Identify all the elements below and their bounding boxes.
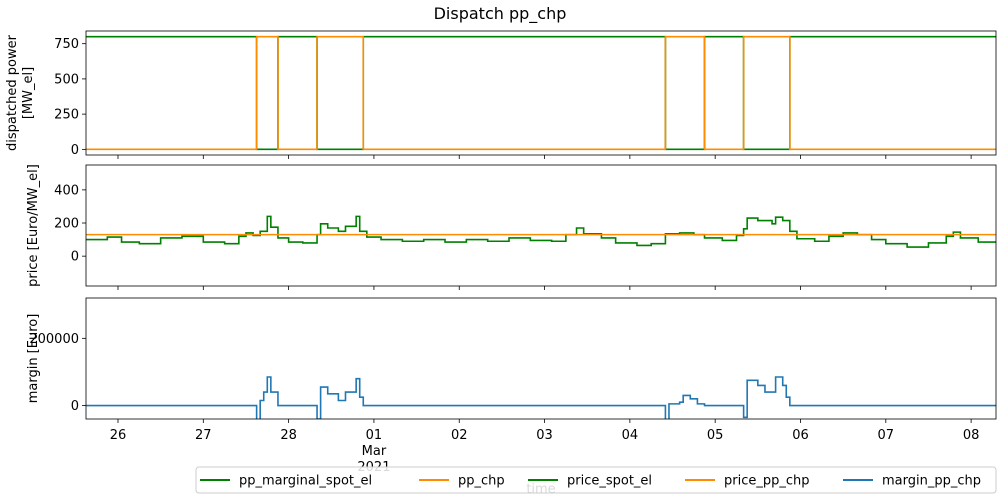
y-tick-label: 0 xyxy=(71,399,79,414)
series-line-pp-marginal-spot-el xyxy=(86,35,996,151)
chart-panels: 0 250 500 750 dispatched power [MW_el] 0 200 400… xyxy=(5,30,997,423)
y-axis-label: [MW_el] xyxy=(21,67,36,119)
x-tick-label: 27 xyxy=(195,428,212,443)
x-tick-label: 03 xyxy=(536,428,553,443)
y-axis-label: margin [Euro] xyxy=(26,314,41,404)
x-tick-label: 04 xyxy=(622,428,639,443)
x-tick-label: 28 xyxy=(280,428,297,443)
series-line-pp-chp xyxy=(86,35,996,151)
x-tick-label: 02 xyxy=(451,428,468,443)
x-tick-label: 26 xyxy=(110,428,127,443)
legend-label: pp_chp xyxy=(458,474,505,489)
y-tick-label: 200000 xyxy=(29,332,79,347)
panel-frame xyxy=(85,164,997,287)
legend-label: pp_marginal_spot_el xyxy=(239,474,372,489)
legend-label: price_pp_chp xyxy=(724,474,810,489)
chart-legend: pp_marginal_spot_el pp_chp price_spot_el pr… xyxy=(195,466,997,494)
y-tick-label: 500 xyxy=(54,72,79,87)
y-tick-label: 0 xyxy=(71,250,79,265)
legend-entry-pp-chp: pp_chp xyxy=(419,474,505,489)
legend-label: price_spot_el xyxy=(567,474,652,489)
legend-entry-pp-marginal-spot-el: pp_marginal_spot_el xyxy=(200,474,372,489)
y-tick-label: 0 xyxy=(71,143,79,158)
x-tick-label: 08 xyxy=(963,428,980,443)
y-tick-label: 400 xyxy=(54,183,79,198)
series-line-margin-pp-chp xyxy=(86,376,996,419)
x-axis-ticks: 26272801Mar202102030405060708 xyxy=(110,428,980,475)
legend-box xyxy=(195,466,997,494)
x-tick-label: 06 xyxy=(792,428,809,443)
legend-entry-margin-pp-chp: margin_pp_chp xyxy=(843,474,981,489)
chart-title: Dispatch pp_chp xyxy=(434,4,567,24)
legend-entry-price-pp-chp: price_pp_chp xyxy=(685,474,810,489)
legend-label: margin_pp_chp xyxy=(882,474,981,489)
y-tick-label: 250 xyxy=(54,108,79,123)
legend-entry-price-spot-el: price_spot_el xyxy=(528,474,652,489)
panel-frame xyxy=(85,297,997,420)
y-axis-label: dispatched power xyxy=(5,34,20,151)
panel-2: 0 200 400 price [Euro/MW_el] xyxy=(26,164,997,290)
y-axis-label: price [Euro/MW_el] xyxy=(26,164,41,287)
x-tick-label: 05 xyxy=(707,428,724,443)
series-line-price-spot-el xyxy=(86,215,996,248)
panel-1: 0 250 500 750 dispatched power [MW_el] xyxy=(5,30,997,159)
panel-frame xyxy=(85,30,997,156)
x-tick-label: 07 xyxy=(878,428,895,443)
x-tick-sublabel-month: Mar xyxy=(362,444,387,459)
y-tick-label: 200 xyxy=(54,217,79,232)
x-tick-label: 01 xyxy=(366,428,383,443)
y-tick-label: 750 xyxy=(54,37,79,52)
